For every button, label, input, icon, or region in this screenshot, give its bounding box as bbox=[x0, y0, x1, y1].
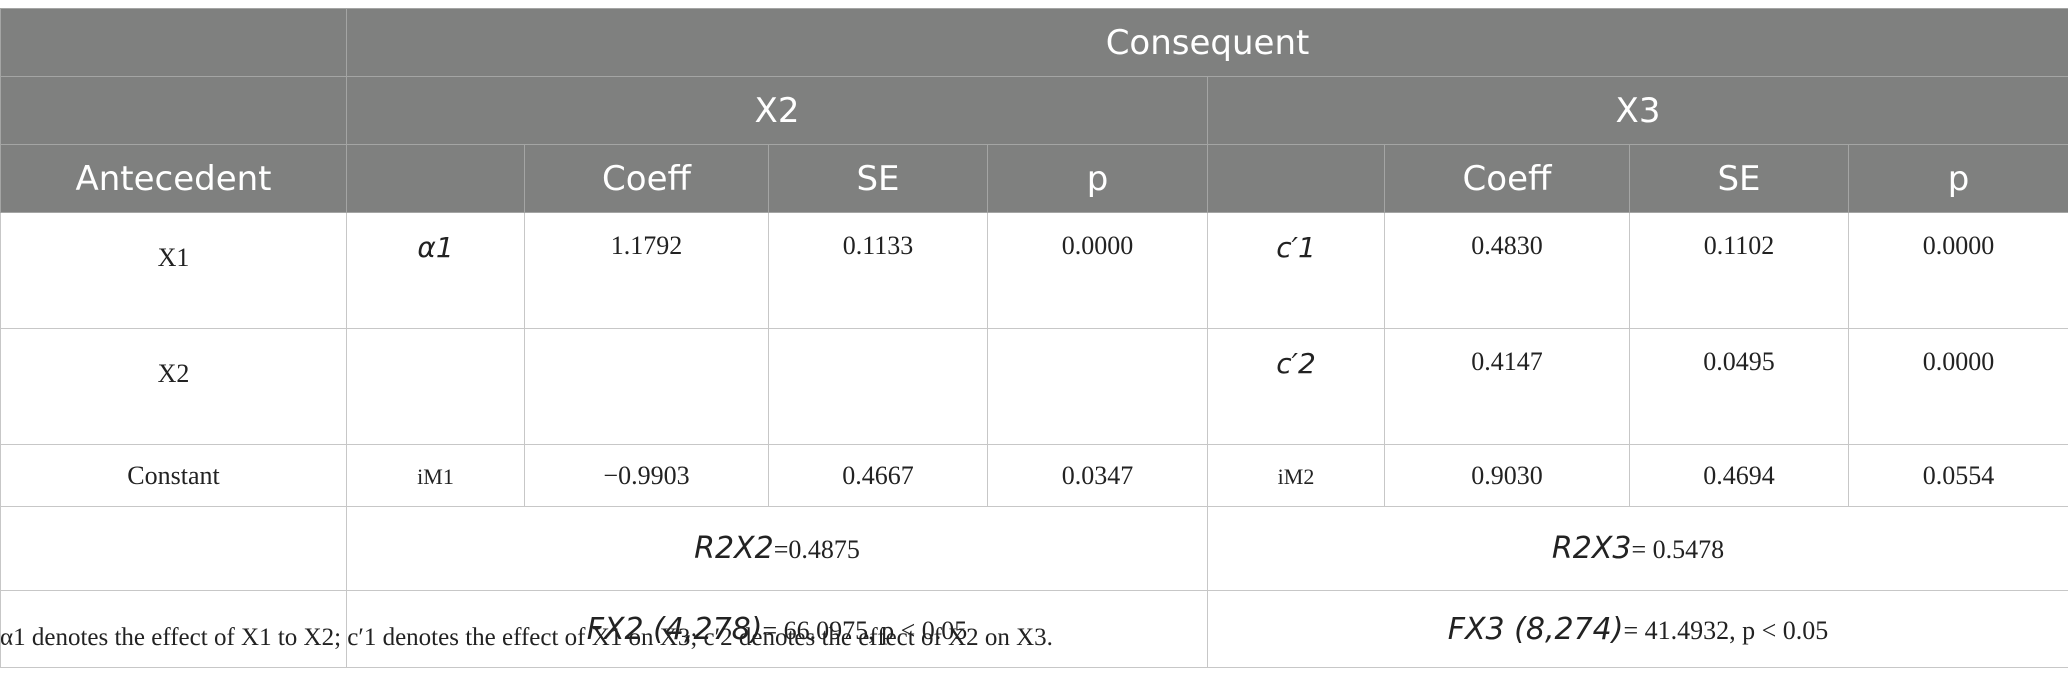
f-statistic-row: FX2 (4,278)= 66.0975, p < 0.05 FX3 (8,27… bbox=[0, 590, 2068, 668]
f-statistic-x3-label: FX3 (8,274) bbox=[1447, 611, 1624, 647]
f-statistic-x2: FX2 (4,278)= 66.0975, p < 0.05 bbox=[346, 590, 1208, 668]
symbol-im2: iM2 bbox=[1207, 444, 1385, 507]
x2-symbol-cell bbox=[346, 328, 525, 445]
header-p-x2: p bbox=[987, 144, 1208, 213]
r-squared-x2-value: =0.4875 bbox=[773, 535, 860, 564]
f-statistic-x3: FX3 (8,274)= 41.4932, p < 0.05 bbox=[1206, 590, 2068, 668]
x2-coeff-cell: −0.9903 bbox=[524, 444, 769, 507]
symbol-im1: iM1 bbox=[346, 444, 525, 507]
symbol-c1-prime: c′1 bbox=[1207, 212, 1385, 329]
x2-se-cell: 0.1133 bbox=[768, 212, 988, 329]
header-row-outcomes: X2 X3 bbox=[0, 76, 2068, 145]
x2-p-cell: 0.0000 bbox=[987, 212, 1208, 329]
row-label: Constant bbox=[0, 444, 347, 507]
r-squared-x2: R2X2=0.4875 bbox=[346, 506, 1208, 591]
x3-coeff-cell: 0.4147 bbox=[1384, 328, 1630, 445]
x3-p-cell: 0.0000 bbox=[1847, 328, 2068, 445]
f-statistic-x3-value: = 41.4932, p < 0.05 bbox=[1623, 615, 1829, 645]
x2-p-cell bbox=[987, 328, 1208, 445]
header-blank-cell bbox=[346, 144, 525, 213]
r-squared-row: R2X2=0.4875 R2X3= 0.5478 bbox=[0, 506, 2068, 591]
row-label: X2 bbox=[0, 328, 347, 445]
x3-se-cell: 0.0495 bbox=[1629, 328, 1849, 445]
regression-table: Consequent X2 X3 Antecedent Coeff SE p C… bbox=[0, 8, 2068, 668]
x3-se-cell: 0.4694 bbox=[1629, 444, 1849, 507]
x2-se-cell: 0.4667 bbox=[768, 444, 988, 507]
r-squared-x3-value: = 0.5478 bbox=[1631, 535, 1725, 564]
blank-cell bbox=[0, 506, 347, 591]
f-statistic-x2-label: FX2 (4,278) bbox=[586, 611, 763, 647]
x3-coeff-cell: 0.9030 bbox=[1384, 444, 1630, 507]
table-footnote: α1 denotes the effect of X1 to X2; c′1 d… bbox=[0, 624, 1053, 651]
table-row: Constant iM1 −0.9903 0.4667 0.0347 iM2 0… bbox=[0, 444, 2068, 507]
table-row: X1 α1 1.1792 0.1133 0.0000 c′1 0.4830 0.… bbox=[0, 212, 2068, 329]
x3-coeff-cell: 0.4830 bbox=[1384, 212, 1630, 329]
x3-se-cell: 0.1102 bbox=[1629, 212, 1849, 329]
header-blank-cell bbox=[1207, 144, 1385, 213]
header-row-consequent: Consequent bbox=[0, 8, 2068, 77]
x2-p-cell: 0.0347 bbox=[987, 444, 1208, 507]
header-blank-cell bbox=[0, 76, 347, 145]
r-squared-x2-label: R2X2 bbox=[694, 531, 774, 566]
header-row-columns: Antecedent Coeff SE p Coeff SE p bbox=[0, 144, 2068, 213]
r-squared-x3-label: R2X3 bbox=[1551, 531, 1632, 566]
header-antecedent: Antecedent bbox=[0, 144, 347, 213]
symbol-c2-prime: c′2 bbox=[1207, 328, 1385, 445]
table-container: Consequent X2 X3 Antecedent Coeff SE p C… bbox=[0, 8, 2068, 668]
r-squared-x3: R2X3= 0.5478 bbox=[1206, 506, 2068, 591]
header-p-x3: p bbox=[1847, 144, 2068, 213]
table-row: X2 c′2 0.4147 0.0495 0.0000 bbox=[0, 328, 2068, 445]
x3-p-cell: 0.0554 bbox=[1847, 444, 2068, 507]
header-x3: X3 bbox=[1206, 76, 2068, 145]
x2-coeff-cell bbox=[524, 328, 769, 445]
row-label: X1 bbox=[0, 212, 347, 329]
f-statistic-x2-value: = 66.0975, p < 0.05 bbox=[762, 615, 968, 645]
header-x2: X2 bbox=[346, 76, 1208, 145]
symbol-alpha1: α1 bbox=[346, 212, 525, 329]
header-consequent: Consequent bbox=[345, 8, 2068, 77]
x2-se-cell bbox=[768, 328, 988, 445]
header-blank-cell bbox=[0, 8, 347, 77]
header-se-x3: SE bbox=[1629, 144, 1849, 213]
blank-cell bbox=[0, 590, 347, 668]
x3-p-cell: 0.0000 bbox=[1847, 212, 2068, 329]
x2-coeff-cell: 1.1792 bbox=[524, 212, 769, 329]
header-se-x2: SE bbox=[768, 144, 988, 213]
header-coeff-x3: Coeff bbox=[1384, 144, 1630, 213]
header-coeff-x2: Coeff bbox=[524, 144, 769, 213]
